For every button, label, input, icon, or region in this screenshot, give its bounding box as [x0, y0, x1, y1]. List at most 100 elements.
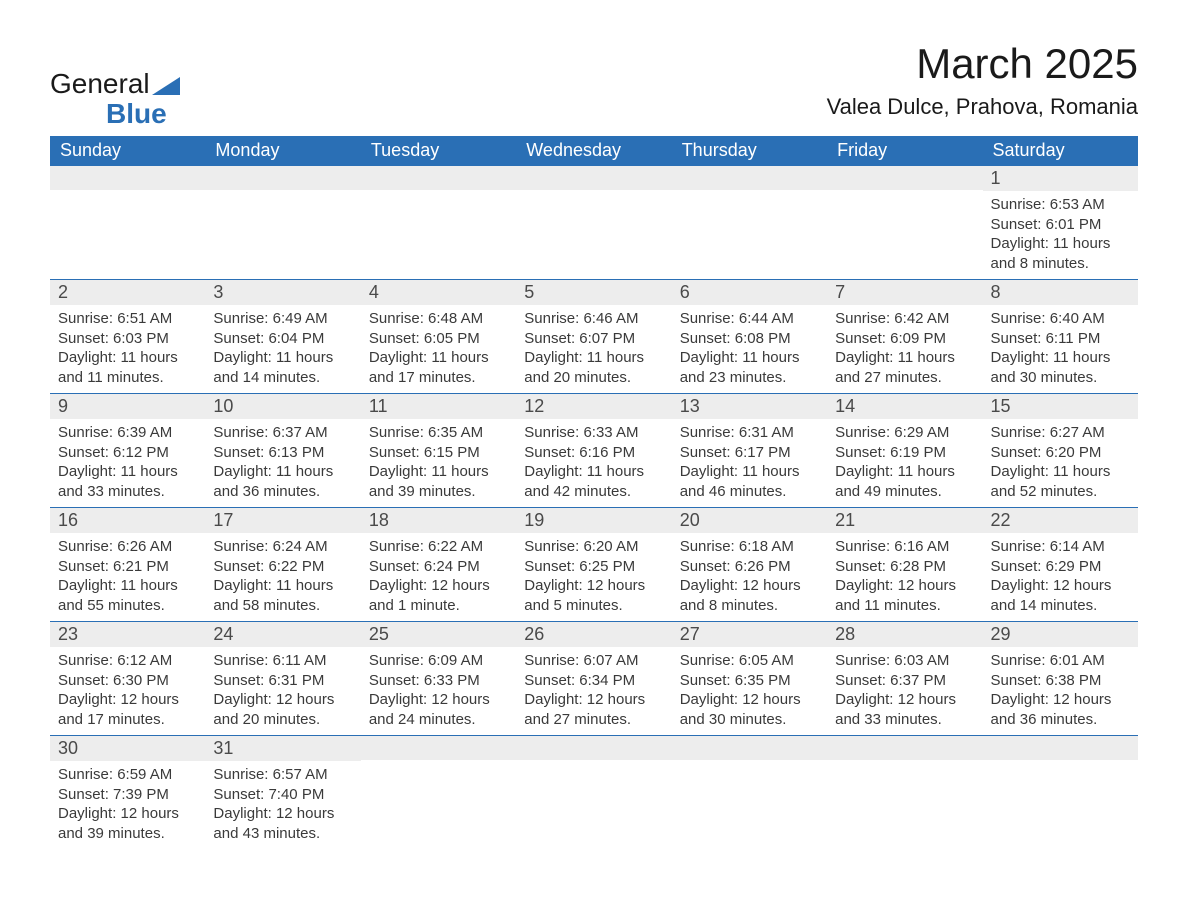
calendar-week-row: 30Sunrise: 6:59 AMSunset: 7:39 PMDayligh… [50, 736, 1138, 856]
daylight-text: Daylight: 11 hours and 33 minutes. [58, 462, 197, 501]
day-details: Sunrise: 6:12 AMSunset: 6:30 PMDaylight:… [50, 647, 205, 735]
day-details: Sunrise: 6:33 AMSunset: 6:16 PMDaylight:… [516, 419, 671, 507]
calendar-day-cell: 26Sunrise: 6:07 AMSunset: 6:34 PMDayligh… [516, 622, 671, 736]
month-title: March 2025 [827, 40, 1138, 88]
calendar-day-cell: 2Sunrise: 6:51 AMSunset: 6:03 PMDaylight… [50, 280, 205, 394]
sunrise-text: Sunrise: 6:40 AM [991, 309, 1130, 329]
calendar-day-cell: 27Sunrise: 6:05 AMSunset: 6:35 PMDayligh… [672, 622, 827, 736]
calendar-day-cell [827, 166, 982, 280]
day-number: 30 [50, 736, 205, 761]
day-details: Sunrise: 6:51 AMSunset: 6:03 PMDaylight:… [50, 305, 205, 393]
day-details: Sunrise: 6:59 AMSunset: 7:39 PMDaylight:… [50, 761, 205, 849]
day-number [50, 166, 205, 190]
daylight-text: Daylight: 11 hours and 55 minutes. [58, 576, 197, 615]
daylight-text: Daylight: 11 hours and 23 minutes. [680, 348, 819, 387]
day-number: 11 [361, 394, 516, 419]
calendar-table: Sunday Monday Tuesday Wednesday Thursday… [50, 136, 1138, 856]
calendar-day-cell [672, 166, 827, 280]
calendar-day-cell: 11Sunrise: 6:35 AMSunset: 6:15 PMDayligh… [361, 394, 516, 508]
day-details: Sunrise: 6:14 AMSunset: 6:29 PMDaylight:… [983, 533, 1138, 621]
daylight-text: Daylight: 11 hours and 49 minutes. [835, 462, 974, 501]
sunrise-text: Sunrise: 6:22 AM [369, 537, 508, 557]
day-number: 9 [50, 394, 205, 419]
daylight-text: Daylight: 12 hours and 17 minutes. [58, 690, 197, 729]
calendar-day-cell: 31Sunrise: 6:57 AMSunset: 7:40 PMDayligh… [205, 736, 360, 856]
day-details: Sunrise: 6:11 AMSunset: 6:31 PMDaylight:… [205, 647, 360, 735]
sunrise-text: Sunrise: 6:09 AM [369, 651, 508, 671]
day-number [361, 166, 516, 190]
sunset-text: Sunset: 6:28 PM [835, 557, 974, 577]
sunset-text: Sunset: 6:03 PM [58, 329, 197, 349]
dayheader-tuesday: Tuesday [361, 136, 516, 166]
day-details: Sunrise: 6:29 AMSunset: 6:19 PMDaylight:… [827, 419, 982, 507]
day-number: 28 [827, 622, 982, 647]
sunset-text: Sunset: 6:25 PM [524, 557, 663, 577]
sunset-text: Sunset: 6:31 PM [213, 671, 352, 691]
calendar-week-row: 1Sunrise: 6:53 AMSunset: 6:01 PMDaylight… [50, 166, 1138, 280]
sunset-text: Sunset: 6:01 PM [991, 215, 1130, 235]
day-number [516, 736, 671, 760]
day-details: Sunrise: 6:35 AMSunset: 6:15 PMDaylight:… [361, 419, 516, 507]
day-number: 22 [983, 508, 1138, 533]
sunset-text: Sunset: 6:20 PM [991, 443, 1130, 463]
day-number: 24 [205, 622, 360, 647]
calendar-day-cell: 7Sunrise: 6:42 AMSunset: 6:09 PMDaylight… [827, 280, 982, 394]
calendar-day-cell [672, 736, 827, 856]
sunrise-text: Sunrise: 6:48 AM [369, 309, 508, 329]
calendar-day-cell: 29Sunrise: 6:01 AMSunset: 6:38 PMDayligh… [983, 622, 1138, 736]
calendar-day-cell: 1Sunrise: 6:53 AMSunset: 6:01 PMDaylight… [983, 166, 1138, 280]
calendar-week-row: 23Sunrise: 6:12 AMSunset: 6:30 PMDayligh… [50, 622, 1138, 736]
daylight-text: Daylight: 11 hours and 36 minutes. [213, 462, 352, 501]
daylight-text: Daylight: 11 hours and 20 minutes. [524, 348, 663, 387]
sunset-text: Sunset: 6:19 PM [835, 443, 974, 463]
day-details: Sunrise: 6:49 AMSunset: 6:04 PMDaylight:… [205, 305, 360, 393]
day-details: Sunrise: 6:44 AMSunset: 6:08 PMDaylight:… [672, 305, 827, 393]
calendar-day-cell: 17Sunrise: 6:24 AMSunset: 6:22 PMDayligh… [205, 508, 360, 622]
daylight-text: Daylight: 12 hours and 33 minutes. [835, 690, 974, 729]
day-number [672, 166, 827, 190]
day-details: Sunrise: 6:03 AMSunset: 6:37 PMDaylight:… [827, 647, 982, 735]
day-number: 21 [827, 508, 982, 533]
dayheader-sunday: Sunday [50, 136, 205, 166]
daylight-text: Daylight: 12 hours and 14 minutes. [991, 576, 1130, 615]
day-details: Sunrise: 6:24 AMSunset: 6:22 PMDaylight:… [205, 533, 360, 621]
day-number: 8 [983, 280, 1138, 305]
sunset-text: Sunset: 6:33 PM [369, 671, 508, 691]
dayheader-thursday: Thursday [672, 136, 827, 166]
sunrise-text: Sunrise: 6:59 AM [58, 765, 197, 785]
day-details: Sunrise: 6:53 AMSunset: 6:01 PMDaylight:… [983, 191, 1138, 279]
daylight-text: Daylight: 12 hours and 39 minutes. [58, 804, 197, 843]
calendar-day-cell [827, 736, 982, 856]
calendar-day-cell: 30Sunrise: 6:59 AMSunset: 7:39 PMDayligh… [50, 736, 205, 856]
daylight-text: Daylight: 11 hours and 58 minutes. [213, 576, 352, 615]
day-details: Sunrise: 6:22 AMSunset: 6:24 PMDaylight:… [361, 533, 516, 621]
calendar-day-cell: 25Sunrise: 6:09 AMSunset: 6:33 PMDayligh… [361, 622, 516, 736]
day-number: 6 [672, 280, 827, 305]
day-details: Sunrise: 6:16 AMSunset: 6:28 PMDaylight:… [827, 533, 982, 621]
sunrise-text: Sunrise: 6:57 AM [213, 765, 352, 785]
daylight-text: Daylight: 12 hours and 24 minutes. [369, 690, 508, 729]
day-number: 26 [516, 622, 671, 647]
calendar-day-cell: 13Sunrise: 6:31 AMSunset: 6:17 PMDayligh… [672, 394, 827, 508]
sunrise-text: Sunrise: 6:33 AM [524, 423, 663, 443]
sunset-text: Sunset: 6:37 PM [835, 671, 974, 691]
calendar-header-row: Sunday Monday Tuesday Wednesday Thursday… [50, 136, 1138, 166]
sunrise-text: Sunrise: 6:07 AM [524, 651, 663, 671]
daylight-text: Daylight: 12 hours and 20 minutes. [213, 690, 352, 729]
sunrise-text: Sunrise: 6:16 AM [835, 537, 974, 557]
day-details: Sunrise: 6:05 AMSunset: 6:35 PMDaylight:… [672, 647, 827, 735]
day-number: 3 [205, 280, 360, 305]
daylight-text: Daylight: 11 hours and 14 minutes. [213, 348, 352, 387]
sunrise-text: Sunrise: 6:31 AM [680, 423, 819, 443]
day-number [827, 166, 982, 190]
day-number: 14 [827, 394, 982, 419]
day-number [983, 736, 1138, 760]
sunrise-text: Sunrise: 6:01 AM [991, 651, 1130, 671]
dayheader-friday: Friday [827, 136, 982, 166]
page-header: General Blue March 2025 Valea Dulce, Pra… [50, 40, 1138, 128]
sunrise-text: Sunrise: 6:18 AM [680, 537, 819, 557]
day-details: Sunrise: 6:26 AMSunset: 6:21 PMDaylight:… [50, 533, 205, 621]
calendar-day-cell [516, 736, 671, 856]
calendar-day-cell: 20Sunrise: 6:18 AMSunset: 6:26 PMDayligh… [672, 508, 827, 622]
day-number [361, 736, 516, 760]
